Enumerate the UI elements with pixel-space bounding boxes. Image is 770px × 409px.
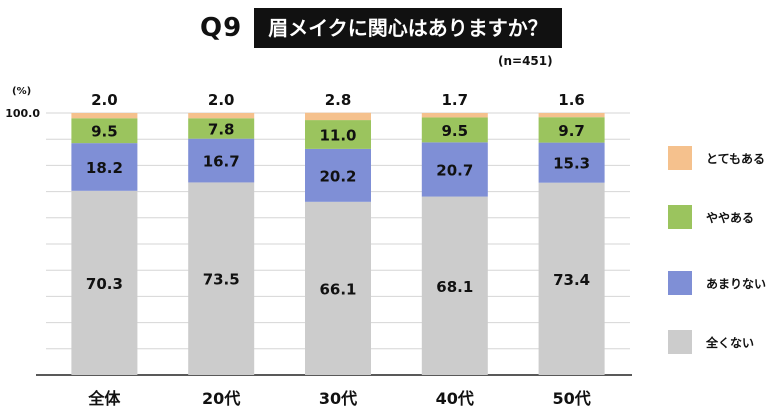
- bar-segment: [421, 117, 488, 143]
- data-label: 15.3: [553, 155, 590, 173]
- bar-segment: [421, 142, 488, 197]
- x-tick-label: 20代: [202, 389, 240, 408]
- chart-title: Q9 眉メイクに関心はありますか？: [200, 8, 562, 48]
- data-label: 20.2: [319, 167, 356, 185]
- unit-label: (%): [12, 86, 32, 97]
- bar-segment: [305, 148, 371, 202]
- legend-label: とてもある: [706, 151, 766, 166]
- legend-label: あまりない: [706, 276, 767, 291]
- question-number: Q9: [200, 13, 243, 43]
- data-label: 2.0: [208, 91, 235, 109]
- bar-segment: [71, 190, 138, 375]
- data-label: 70.3: [86, 275, 123, 293]
- data-label: 68.1: [436, 278, 473, 296]
- bar-segment: [188, 118, 255, 139]
- data-label: 7.8: [208, 120, 235, 138]
- data-label: 16.7: [203, 153, 240, 171]
- legend-item: 全くない: [668, 330, 754, 354]
- x-tick-label: 50代: [552, 389, 590, 408]
- legend-item: ややある: [668, 205, 754, 229]
- bar-segment: [305, 112, 371, 121]
- legend-label: ややある: [706, 210, 755, 225]
- bar-segment: [421, 113, 488, 118]
- x-tick-label: 40代: [436, 389, 474, 408]
- data-label: 73.4: [553, 271, 590, 289]
- bar-segment: [305, 120, 371, 149]
- legend-item: とてもある: [668, 146, 765, 170]
- legend-item: あまりない: [668, 271, 766, 295]
- x-tick-label: 30代: [319, 389, 357, 408]
- bar-segment: [305, 201, 371, 375]
- bar-segment: [538, 113, 605, 118]
- data-label: 66.1: [319, 280, 356, 298]
- x-tick-label: 全体: [87, 389, 121, 408]
- bar-segment: [71, 118, 138, 144]
- bar-segment: [538, 117, 605, 143]
- data-label: 18.2: [86, 159, 123, 177]
- bar-segment: [188, 182, 255, 375]
- bar-segment: [71, 113, 138, 119]
- legend-swatch: [668, 146, 692, 170]
- data-label: 11.0: [319, 126, 356, 144]
- question-text: 眉メイクに関心はありますか？: [254, 8, 562, 48]
- legend-swatch: [668, 330, 692, 354]
- bar-segment: [538, 142, 605, 183]
- bar-segment: [188, 113, 255, 119]
- data-label: 1.6: [558, 91, 585, 109]
- data-label: 9.7: [558, 122, 585, 140]
- data-label: 2.8: [325, 91, 352, 109]
- data-label: 2.0: [91, 91, 118, 109]
- data-label: 9.5: [91, 123, 118, 141]
- data-label: 20.7: [436, 161, 473, 179]
- sample-size: (n=451): [498, 54, 553, 68]
- data-label: 1.7: [442, 91, 469, 109]
- bar-segment: [538, 182, 605, 375]
- legend-swatch: [668, 271, 692, 295]
- legend-label: 全くない: [706, 335, 755, 350]
- bar-segment: [421, 196, 488, 375]
- bar-segment: [71, 143, 138, 191]
- y-tick-label: 100.0: [5, 107, 40, 120]
- legend-swatch: [668, 205, 692, 229]
- bar-segment: [188, 138, 255, 183]
- data-label: 73.5: [203, 271, 240, 289]
- data-label: 9.5: [442, 122, 469, 140]
